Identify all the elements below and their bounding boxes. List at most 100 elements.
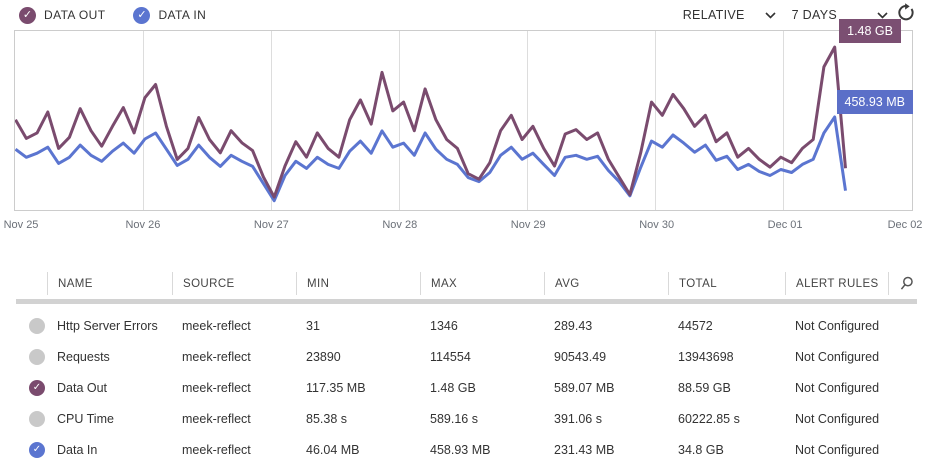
cell-min: 46.04 MB [306, 442, 360, 457]
cell-name: Http Server Errors [57, 318, 158, 333]
day-gridline [527, 31, 529, 210]
data-in-checked-icon[interactable]: ✓ [133, 6, 151, 24]
x-axis-label: Dec 01 [767, 219, 803, 231]
row-checkbox-cell [0, 348, 47, 365]
header-total[interactable]: TOTAL [668, 272, 785, 295]
series-line-data-in [15, 115, 847, 203]
chevron-down-icon [877, 6, 888, 24]
cell-alert-rules: Not Configured [795, 411, 880, 426]
cell-avg: 391.06 s [554, 411, 602, 426]
table-row: Requests meek-reflect 23890 114554 90543.49 1… [0, 341, 927, 372]
time-mode-value: RELATIVE [682, 8, 745, 22]
header-name[interactable]: NAME [47, 272, 172, 295]
cell-avg: 289.43 [554, 318, 593, 333]
cell-min: 85.38 s [306, 411, 348, 426]
row-checkbox-cell: ✓ [0, 379, 47, 396]
chevron-down-icon [765, 6, 776, 24]
cell-avg: 90543.49 [554, 349, 607, 364]
cell-min: 31 [306, 318, 320, 333]
cell-source: meek-reflect [182, 380, 251, 395]
metric-unchecked-icon[interactable] [29, 317, 45, 334]
cell-alert-rules: Not Configured [795, 349, 880, 364]
cell-alert-rules: Not Configured [795, 442, 880, 457]
cell-name: Data In [57, 442, 98, 457]
table-row: ✓ Data Out meek-reflect 117.35 MB 1.48 GB 589… [0, 372, 927, 403]
refresh-button[interactable] [896, 3, 915, 27]
time-range-dropdown[interactable]: 7 DAYS [792, 6, 888, 24]
metric-unchecked-icon[interactable] [29, 348, 45, 365]
legend-item-data-in[interactable]: ✓ DATA IN [133, 6, 207, 24]
cell-min: 23890 [306, 349, 341, 364]
data-out-checked-icon[interactable]: ✓ [19, 6, 36, 24]
header-source[interactable]: SOURCE [172, 272, 296, 295]
x-axis-label: Nov 25 [3, 219, 39, 231]
chart-legend: ✓ DATA OUT ✓ DATA IN [0, 6, 207, 24]
table-row: CPU Time meek-reflect 85.38 s 589.16 s 391.0… [0, 403, 927, 434]
legend-item-data-out[interactable]: ✓ DATA OUT [19, 6, 106, 24]
table-scrollbar[interactable] [16, 299, 917, 304]
cell-max: 1.48 GB [430, 380, 476, 395]
cell-source: meek-reflect [182, 318, 251, 333]
cell-source: meek-reflect [182, 442, 251, 457]
x-axis-label: Nov 26 [125, 219, 161, 231]
cell-max: 1346 [430, 318, 458, 333]
header-max[interactable]: MAX [420, 272, 544, 295]
header-alert-rules[interactable]: ALERT RULES [785, 272, 888, 295]
row-checkbox-cell [0, 317, 47, 334]
metrics-table-header: NAME SOURCE MIN MAX AVG TOTAL ALERT RULE… [0, 272, 927, 295]
data-in-peak-label: 458.93 MB [836, 90, 913, 114]
metrics-line-chart[interactable] [14, 30, 913, 211]
cell-source: meek-reflect [182, 349, 251, 364]
cell-avg: 589.07 MB [554, 380, 615, 395]
metric-unchecked-icon[interactable] [29, 410, 45, 427]
search-icon[interactable] [899, 276, 914, 291]
time-range-value: 7 DAYS [791, 8, 837, 22]
data-out-peak-label: 1.48 GB [839, 19, 901, 43]
legend-label-data-out: DATA OUT [44, 8, 106, 22]
x-axis-label: Nov 28 [382, 219, 418, 231]
refresh-icon [896, 3, 915, 27]
header-search-column [888, 272, 927, 295]
header-min[interactable]: MIN [296, 272, 420, 295]
time-controls: RELATIVE 7 DAYS [683, 3, 927, 27]
table-row: Http Server Errors meek-reflect 31 1346 289.… [0, 310, 927, 341]
day-gridline [783, 31, 785, 210]
x-axis-label: Nov 30 [639, 219, 675, 231]
cell-alert-rules: Not Configured [795, 318, 880, 333]
cell-total: 13943698 [678, 349, 734, 364]
cell-total: 88.59 GB [678, 380, 731, 395]
cell-total: 60222.85 s [678, 411, 740, 426]
legend-label-data-in: DATA IN [158, 8, 207, 22]
cell-name: Data Out [57, 380, 108, 395]
cell-max: 114554 [430, 349, 471, 364]
table-row: ✓ Data In meek-reflect 46.04 MB 458.93 MB 231… [0, 434, 927, 465]
cell-alert-rules: Not Configured [795, 380, 880, 395]
cell-total: 34.8 GB [678, 442, 724, 457]
header-checkbox-column [0, 272, 47, 295]
series-line-data-out [15, 45, 847, 199]
x-axis-label: Nov 27 [253, 219, 289, 231]
cell-max: 589.16 s [430, 411, 478, 426]
header-avg[interactable]: AVG [544, 272, 668, 295]
day-gridline [398, 31, 400, 210]
chart-series-canvas [15, 45, 847, 203]
cell-min: 117.35 MB [306, 380, 366, 395]
chart-toolbar: ✓ DATA OUT ✓ DATA IN RELATIVE 7 DAYS [0, 0, 927, 30]
cell-name: CPU Time [57, 411, 114, 426]
x-axis: Nov 25 Nov 26 Nov 27 Nov 28 Nov 29 Nov 30 Dec … [0, 219, 927, 235]
cell-name: Requests [57, 349, 110, 364]
metric-checked-icon[interactable]: ✓ [29, 441, 45, 458]
cell-avg: 231.43 MB [554, 442, 615, 457]
day-gridline [142, 31, 144, 210]
x-axis-label: Nov 29 [510, 219, 546, 231]
cell-max: 458.93 MB [430, 442, 491, 457]
metric-checked-icon[interactable]: ✓ [29, 379, 45, 396]
row-checkbox-cell [0, 410, 47, 427]
metrics-table: NAME SOURCE MIN MAX AVG TOTAL ALERT RULE… [0, 272, 927, 465]
metrics-table-body: Http Server Errors meek-reflect 31 1346 289.… [0, 304, 927, 465]
time-mode-dropdown[interactable]: RELATIVE [683, 6, 776, 24]
day-gridline [655, 31, 657, 210]
cell-source: meek-reflect [182, 411, 251, 426]
cell-total: 44572 [678, 318, 713, 333]
